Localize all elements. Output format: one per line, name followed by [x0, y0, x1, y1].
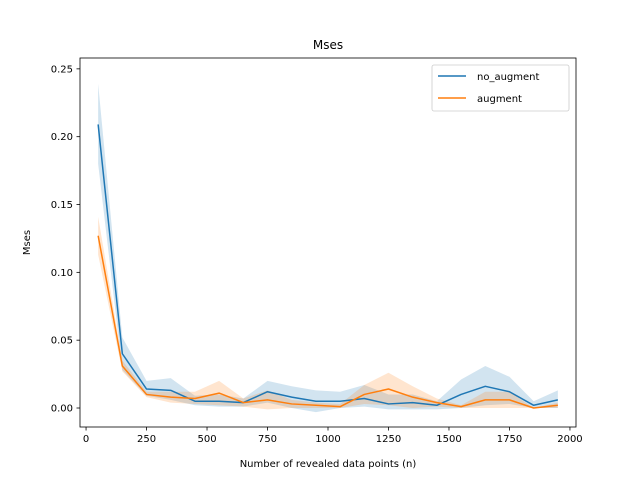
legend-label-0: no_augment [477, 72, 540, 83]
y-tick-label: 0.15 [51, 200, 73, 211]
x-axis-title: Number of revealed data points (n) [240, 459, 417, 470]
y-axis-ticks: 0.00 0.05 0.10 0.15 0.20 0.25 [51, 64, 80, 415]
x-tick-label: 750 [258, 434, 277, 445]
x-tick-label: 1500 [436, 434, 461, 445]
y-tick-label: 0.05 [51, 336, 73, 347]
y-tick-label: 0.25 [51, 64, 73, 75]
y-axis-title: Mses [22, 230, 33, 255]
legend-box [431, 64, 570, 112]
x-axis-ticks: 0 250 500 750 1000 1250 1500 1750 2000 [83, 427, 583, 445]
x-tick-label: 1250 [376, 434, 401, 445]
confidence-bands [98, 83, 558, 413]
x-tick-label: 250 [137, 434, 156, 445]
confidence-band-1 [98, 216, 558, 410]
legend-label-1: augment [477, 94, 522, 105]
y-tick-label: 0.00 [51, 404, 73, 415]
x-tick-label: 0 [83, 434, 89, 445]
x-tick-label: 2000 [557, 434, 582, 445]
y-tick-label: 0.20 [51, 132, 73, 143]
x-tick-label: 1000 [315, 434, 340, 445]
series-line-1 [97, 235, 558, 409]
x-tick-label: 500 [197, 434, 216, 445]
series-lines [97, 124, 559, 409]
y-tick-label: 0.10 [51, 268, 73, 279]
chart-title: Mses [313, 38, 343, 52]
confidence-band-0 [98, 83, 558, 413]
x-tick-label: 1750 [497, 434, 522, 445]
series-line-0 [97, 124, 559, 407]
